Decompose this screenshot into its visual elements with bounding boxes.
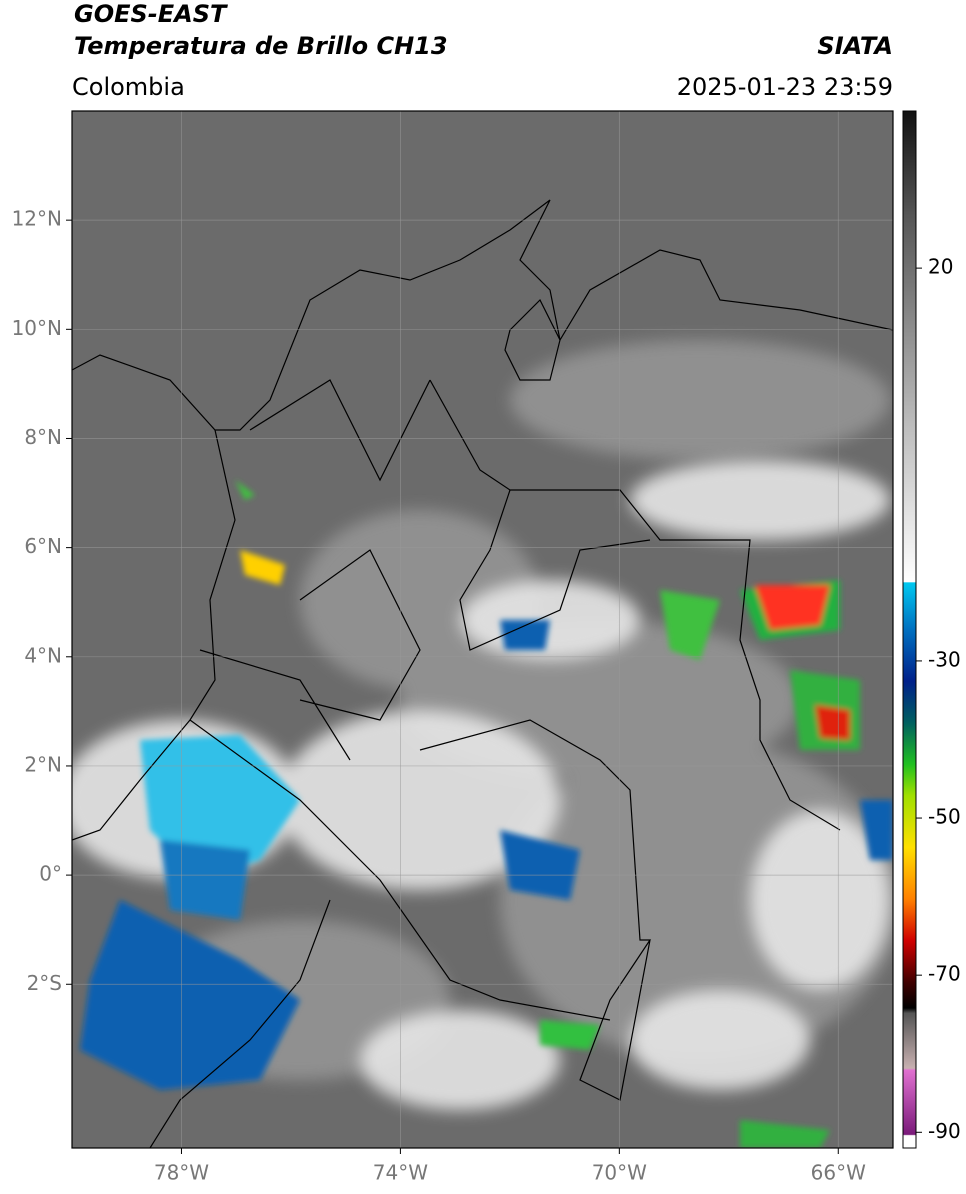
region: Colombia bbox=[72, 73, 185, 101]
y-tick-label: 8°N bbox=[24, 425, 62, 449]
subtitle: Temperatura de Brillo CH13 bbox=[74, 32, 448, 60]
colorbar-tick-label: -50 bbox=[928, 805, 961, 829]
colorbar-tick-label: -30 bbox=[928, 647, 961, 671]
x-tick-label: 74°W bbox=[373, 1161, 428, 1185]
colorbar bbox=[902, 110, 917, 1149]
x-tick-label: 66°W bbox=[811, 1161, 866, 1185]
axes: 78°W 74°W 70°W 66°W 12°N 10°N 8°N 6°N 4°N 2°N 0° 2°… bbox=[12, 207, 961, 1185]
graticule bbox=[72, 111, 893, 1148]
colorbar-tick-label: 20 bbox=[928, 255, 953, 279]
colorbar-tick-label: -90 bbox=[928, 1119, 961, 1143]
y-tick-label: 12°N bbox=[12, 207, 62, 231]
y-tick-label: 10°N bbox=[12, 316, 62, 340]
x-tick-label: 70°W bbox=[592, 1161, 647, 1185]
source: SIATA bbox=[817, 32, 893, 60]
colorbar-tick-label: -70 bbox=[928, 962, 961, 986]
borders bbox=[72, 199, 893, 1148]
x-tick-label: 78°W bbox=[154, 1161, 209, 1185]
y-tick-label: 2°N bbox=[24, 752, 62, 776]
title: GOES-EAST bbox=[74, 0, 228, 28]
satellite-image bbox=[72, 111, 893, 1148]
y-tick-label: 0° bbox=[39, 862, 62, 886]
datetime: 2025-01-23 23:59 bbox=[677, 73, 893, 101]
y-tick-label: 4°N bbox=[24, 643, 62, 667]
y-tick-label: 2°S bbox=[27, 971, 62, 995]
map-frame bbox=[71, 110, 894, 1149]
y-tick-label: 6°N bbox=[24, 534, 62, 558]
